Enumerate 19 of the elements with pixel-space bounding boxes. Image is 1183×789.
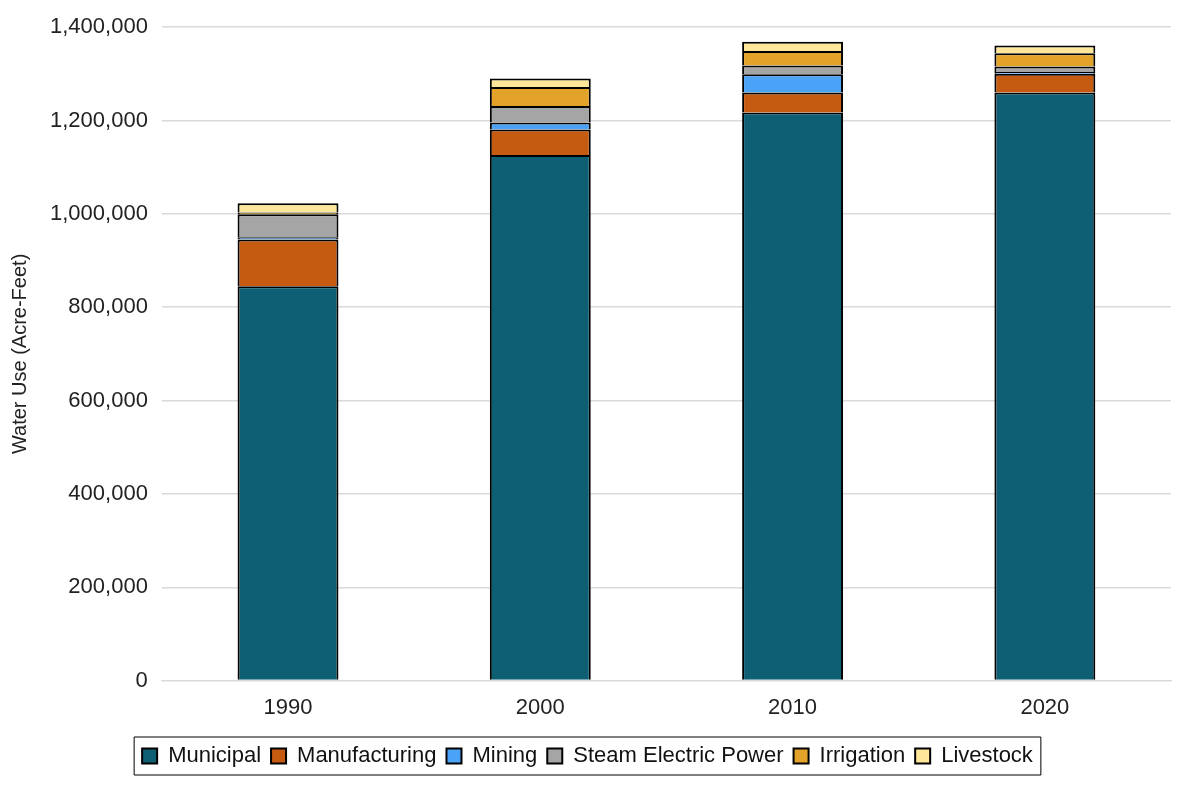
y-tick-label: 1,400,000 — [50, 13, 148, 39]
legend-label: Municipal — [168, 742, 262, 768]
x-tick-label: 2020 — [1020, 693, 1070, 719]
y-axis-title: Water Use (Acre-Feet) — [7, 253, 30, 455]
legend-label: Irrigation — [819, 742, 906, 768]
x-tick-label: 1990 — [263, 693, 313, 719]
legend-label: Manufacturing — [297, 742, 437, 768]
y-tick-label: 1,200,000 — [50, 106, 148, 132]
y-tick-label: 800,000 — [68, 293, 148, 319]
y-tick-label: 600,000 — [68, 386, 148, 412]
x-tick-label: 2000 — [515, 693, 565, 719]
legend-label: Livestock — [941, 742, 1034, 768]
legend-label: Mining — [472, 742, 538, 768]
y-tick-label: 400,000 — [68, 479, 148, 505]
y-tick-label: 1,000,000 — [50, 199, 148, 225]
y-tick-label: 0 — [135, 666, 148, 692]
legend-label: Steam Electric Power — [573, 742, 784, 768]
y-tick-label: 200,000 — [68, 573, 148, 599]
x-tick-label: 2010 — [768, 693, 818, 719]
